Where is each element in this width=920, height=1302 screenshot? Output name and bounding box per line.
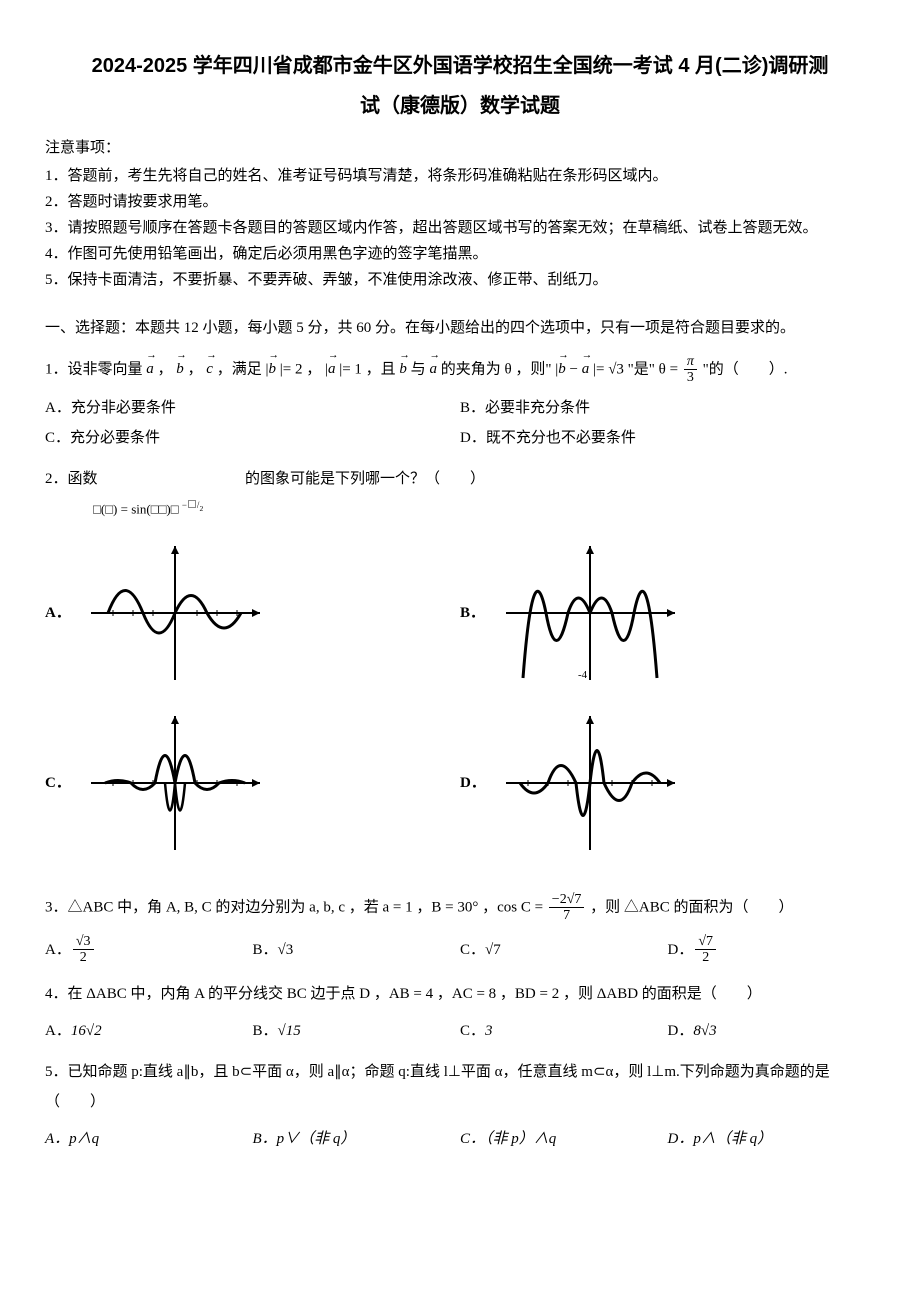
q4-options: A． 16√2 B． √15 C． 3 D． 8√3 bbox=[45, 1019, 875, 1043]
q2-graph-c: C． bbox=[45, 708, 460, 858]
notice-item: 2．答题时请按要求用笔。 bbox=[45, 190, 875, 214]
q1-mid1: ，满足 | bbox=[217, 361, 269, 377]
graph-c-icon bbox=[83, 708, 268, 858]
sqrt-3: √3 bbox=[608, 361, 624, 377]
fraction-sqrt7-2: √72 bbox=[695, 934, 716, 966]
q3-option-d: D． √72 bbox=[668, 934, 876, 966]
q1-option-c: C．充分必要条件 bbox=[45, 426, 460, 450]
q1-option-d: D．既不充分也不必要条件 bbox=[460, 426, 875, 450]
q2-formula: □(□) = sin(□□)□ −/2 bbox=[93, 498, 875, 520]
vector-a-icon: a bbox=[146, 354, 154, 384]
title-line-2: 试（康德版）数学试题 bbox=[45, 90, 875, 122]
notice-header: 注意事项： bbox=[45, 136, 875, 160]
q2-suffix: 的图象可能是下列哪一个？（ ） bbox=[245, 471, 485, 487]
question-2: 2．函数 的图象可能是下列哪一个？（ ） bbox=[45, 464, 875, 494]
q5-b-text: B．p∨（非 q） bbox=[253, 1127, 356, 1151]
q3-option-a: A． √32 bbox=[45, 934, 253, 966]
graph-d-icon bbox=[498, 708, 683, 858]
notice-item: 5．保持卡面清洁，不要折暴、不要弄破、弄皱，不准使用涂改液、修正带、刮纸刀。 bbox=[45, 268, 875, 292]
q3-option-c: C． √7 bbox=[460, 934, 668, 966]
vector-b-icon: b bbox=[176, 354, 184, 384]
title-line-1: 2024-2025 学年四川省成都市金牛区外国语学校招生全国统一考试 4 月(二… bbox=[45, 50, 875, 82]
q1-option-b: B．必要非充分条件 bbox=[460, 396, 875, 420]
q5-options: A．p∧q B．p∨（非 q） C．（非 p）∧q D．p∧（非 q） bbox=[45, 1127, 875, 1151]
q3-prefix: 3．△ABC 中，角 A, B, C 的对边分别为 a, b, c ，若 a =… bbox=[45, 899, 543, 915]
vector-c-icon: c bbox=[206, 354, 213, 384]
q2-graph-d: D． bbox=[460, 708, 875, 858]
q4-a-val: 16√2 bbox=[71, 1019, 102, 1043]
section-header: 一、选择题：本题共 12 小题，每小题 5 分，共 60 分。在每小题给出的四个… bbox=[45, 316, 875, 340]
q3-d-label: D． bbox=[668, 938, 694, 962]
q1-option-a: A．充分非必要条件 bbox=[45, 396, 460, 420]
fraction-neg2sqrt7-7: −2√77 bbox=[549, 892, 585, 924]
vector-a-icon: a bbox=[429, 354, 437, 384]
q5-option-d: D．p∧（非 q） bbox=[668, 1127, 876, 1151]
q4-c-val: 3 bbox=[485, 1019, 493, 1043]
notice-item: 1．答题前，考生先将自己的姓名、准考证号码填写清楚，将条形码准确粘贴在条形码区域… bbox=[45, 164, 875, 188]
notice-item: 3．请按照题号顺序在答题卡各题目的答题区域内作答，超出答题区域书写的答案无效；在… bbox=[45, 216, 875, 240]
vector-a-icon: a bbox=[328, 354, 336, 384]
q1-mid6: "是" θ = bbox=[628, 361, 678, 377]
q5-option-a: A．p∧q bbox=[45, 1127, 253, 1151]
svg-text:-4: -4 bbox=[578, 669, 588, 681]
q4-option-b: B． √15 bbox=[253, 1019, 461, 1043]
q3-option-b: B． √3 bbox=[253, 934, 461, 966]
question-5: 5．已知命题 p:直线 a∥b，且 b⊂平面 α，则 a∥α；命题 q:直线 l… bbox=[45, 1057, 875, 1117]
q4-b-val: √15 bbox=[278, 1019, 301, 1043]
q4-b-label: B． bbox=[253, 1019, 278, 1043]
vector-b-icon: b bbox=[268, 354, 276, 384]
question-3: 3．△ABC 中，角 A, B, C 的对边分别为 a, b, c ，若 a =… bbox=[45, 892, 875, 924]
q3-suffix: ，则 △ABC 的面积为（ ） bbox=[590, 899, 793, 915]
graph-b-icon: -4 bbox=[498, 538, 683, 688]
q1-mid2: |= 2 ， | bbox=[280, 361, 328, 377]
fraction-pi-3: π3 bbox=[684, 354, 697, 386]
q5-a-text: A．p∧q bbox=[45, 1127, 99, 1151]
q1-options-row1: A．充分非必要条件 B．必要非充分条件 bbox=[45, 396, 875, 420]
question-1: 1．设非零向量 a ， b ， c ，满足 |b |= 2 ， |a |= 1 … bbox=[45, 354, 875, 386]
q2-graph-d-label: D． bbox=[460, 771, 486, 795]
q5-option-c: C．（非 p）∧q bbox=[460, 1127, 668, 1151]
vector-b-icon: b bbox=[558, 354, 566, 384]
q4-option-a: A． 16√2 bbox=[45, 1019, 253, 1043]
q2-graph-b: B． -4 bbox=[460, 538, 875, 688]
question-4: 4．在 ΔABC 中，内角 A 的平分线交 BC 边于点 D ，AB = 4 ，… bbox=[45, 979, 875, 1009]
q1-options-row2: C．充分必要条件 D．既不充分也不必要条件 bbox=[45, 426, 875, 450]
q1-mid3: |= 1 ，且 bbox=[339, 361, 395, 377]
q4-a-label: A． bbox=[45, 1019, 71, 1043]
q2-prefix: 2．函数 bbox=[45, 471, 98, 487]
q3-b-label: B． bbox=[253, 938, 278, 962]
q3-options: A． √32 B． √3 C． √7 D． √72 bbox=[45, 934, 875, 966]
sqrt-3: √3 bbox=[278, 938, 294, 962]
q1-prefix: 1．设非零向量 bbox=[45, 361, 143, 377]
notice-item: 4．作图可先使用铅笔画出，确定后必须用黑色字迹的签字笔描黑。 bbox=[45, 242, 875, 266]
q5-d-text: D．p∧（非 q） bbox=[668, 1127, 773, 1151]
q2-graph-b-label: B． bbox=[460, 601, 486, 625]
q2-graph-options: A． B． -4 C． bbox=[45, 538, 875, 878]
vector-a-icon: a bbox=[582, 354, 590, 384]
q5-option-b: B．p∨（非 q） bbox=[253, 1127, 461, 1151]
graph-a-icon bbox=[83, 538, 268, 688]
q1-suffix: "的（ ）. bbox=[703, 361, 788, 377]
q1-mid5: |= bbox=[593, 361, 604, 377]
q3-a-label: A． bbox=[45, 938, 71, 962]
q4-d-label: D． bbox=[668, 1019, 694, 1043]
q2-formula-text: □(□) = sin(□□)□ bbox=[93, 501, 179, 516]
fraction-sqrt3-2: √32 bbox=[73, 934, 94, 966]
q5-c-text: C．（非 p）∧q bbox=[460, 1127, 556, 1151]
q1-mid4: 的夹角为 θ ，则" | bbox=[441, 361, 559, 377]
sqrt-7: √7 bbox=[485, 938, 501, 962]
q3-c-label: C． bbox=[460, 938, 485, 962]
q2-graph-a-label: A． bbox=[45, 601, 71, 625]
q2-graph-c-label: C． bbox=[45, 771, 71, 795]
q4-option-c: C． 3 bbox=[460, 1019, 668, 1043]
q4-option-d: D． 8√3 bbox=[668, 1019, 876, 1043]
vector-b-icon: b bbox=[399, 354, 407, 384]
q4-d-val: 8√3 bbox=[693, 1019, 716, 1043]
q2-graph-a: A． bbox=[45, 538, 460, 688]
q4-c-label: C． bbox=[460, 1019, 485, 1043]
